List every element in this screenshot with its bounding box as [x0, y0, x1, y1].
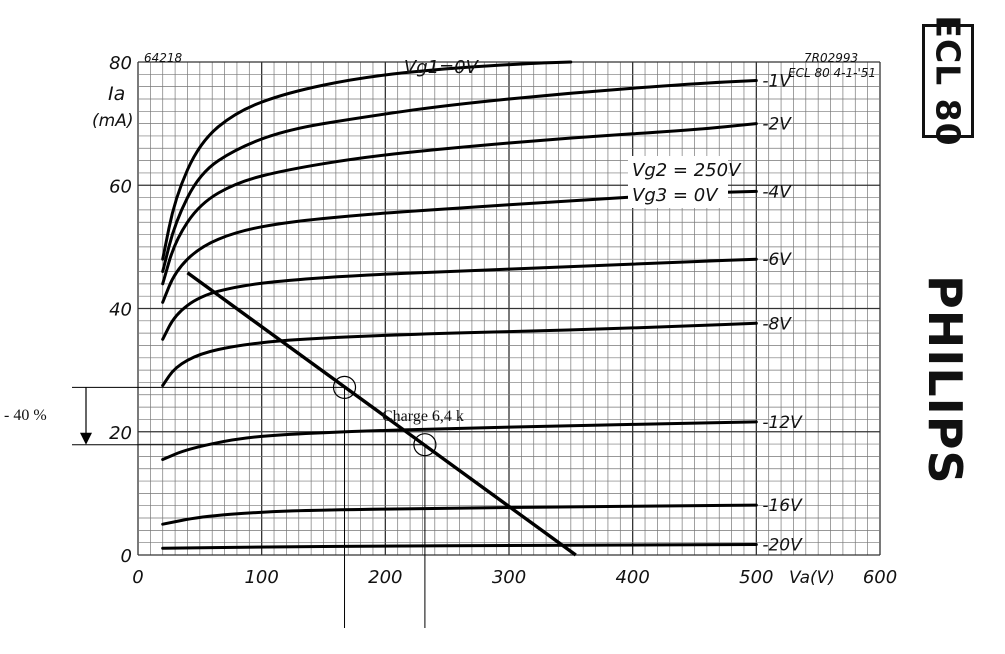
reduction-arrow-head: [80, 432, 92, 445]
curve-label: -16V: [762, 496, 803, 516]
curve-6v: [161, 257, 758, 341]
load-line-label: Charge 6,4 k: [382, 408, 464, 425]
curve-4v: [161, 189, 758, 304]
tube-type-label: ECL 80: [928, 15, 968, 147]
curve-2v: [161, 122, 758, 286]
chart-curves: -1V -2V -4V -6V -8V -12V -16V -20V Vg1=0V: [161, 57, 803, 557]
reduction-label: - 40 %: [4, 407, 47, 424]
y-axis-unit: (mA): [92, 111, 133, 131]
chart-grid: [137, 61, 881, 556]
curve-20v: [161, 543, 758, 550]
curve-label: -2V: [762, 115, 792, 135]
chart-axes: 0 100 200 300 400 500 600 0 20 40 60 80 Va(V) Ia (mA): [92, 53, 897, 588]
curve-label: -1V: [762, 71, 792, 91]
x-tick-label: 400: [615, 567, 649, 588]
x-tick-label: 0: [132, 567, 143, 588]
curve-1v: [161, 79, 758, 273]
curve-16v: [161, 503, 758, 526]
y-tick-label: 80: [109, 53, 132, 74]
x-tick-label: 500: [739, 567, 773, 588]
curve-label: Vg1=0V: [404, 57, 480, 78]
x-tick-label: 100: [244, 567, 278, 588]
curve-label: -4V: [762, 182, 792, 202]
x-tick-label: 600: [863, 567, 897, 588]
curve-label: -8V: [762, 314, 792, 334]
sheet-number: 64218: [144, 51, 183, 65]
x-tick-label: 200: [368, 567, 402, 588]
curve-vg10v: [161, 60, 573, 261]
load-line: [186, 271, 577, 557]
x-axis-label: Va(V): [789, 568, 835, 588]
drawing-reference: 7R02993: [804, 51, 858, 65]
x-tick-label: 300: [492, 567, 526, 588]
condition-vg3: Vg3 = 0V: [632, 185, 719, 206]
y-tick-label: 20: [109, 423, 132, 444]
conditions-background: [628, 156, 728, 208]
curve-8v: [161, 321, 758, 387]
curve-label: -6V: [762, 250, 792, 270]
drawing-reference-date: ECL 80 4-1-'51: [788, 66, 876, 80]
y-tick-label: 0: [121, 546, 132, 567]
tube-type-box: ECL 80: [922, 15, 974, 147]
y-axis-label: Ia: [108, 83, 125, 105]
curve-label: -20V: [762, 536, 803, 556]
curve-label: -12V: [762, 413, 803, 433]
condition-vg2: Vg2 = 250V: [632, 160, 742, 181]
curve-12v: [161, 420, 758, 461]
y-tick-label: 60: [109, 176, 132, 197]
maker-logo: PHILIPS: [918, 275, 972, 485]
y-tick-label: 40: [109, 300, 132, 321]
